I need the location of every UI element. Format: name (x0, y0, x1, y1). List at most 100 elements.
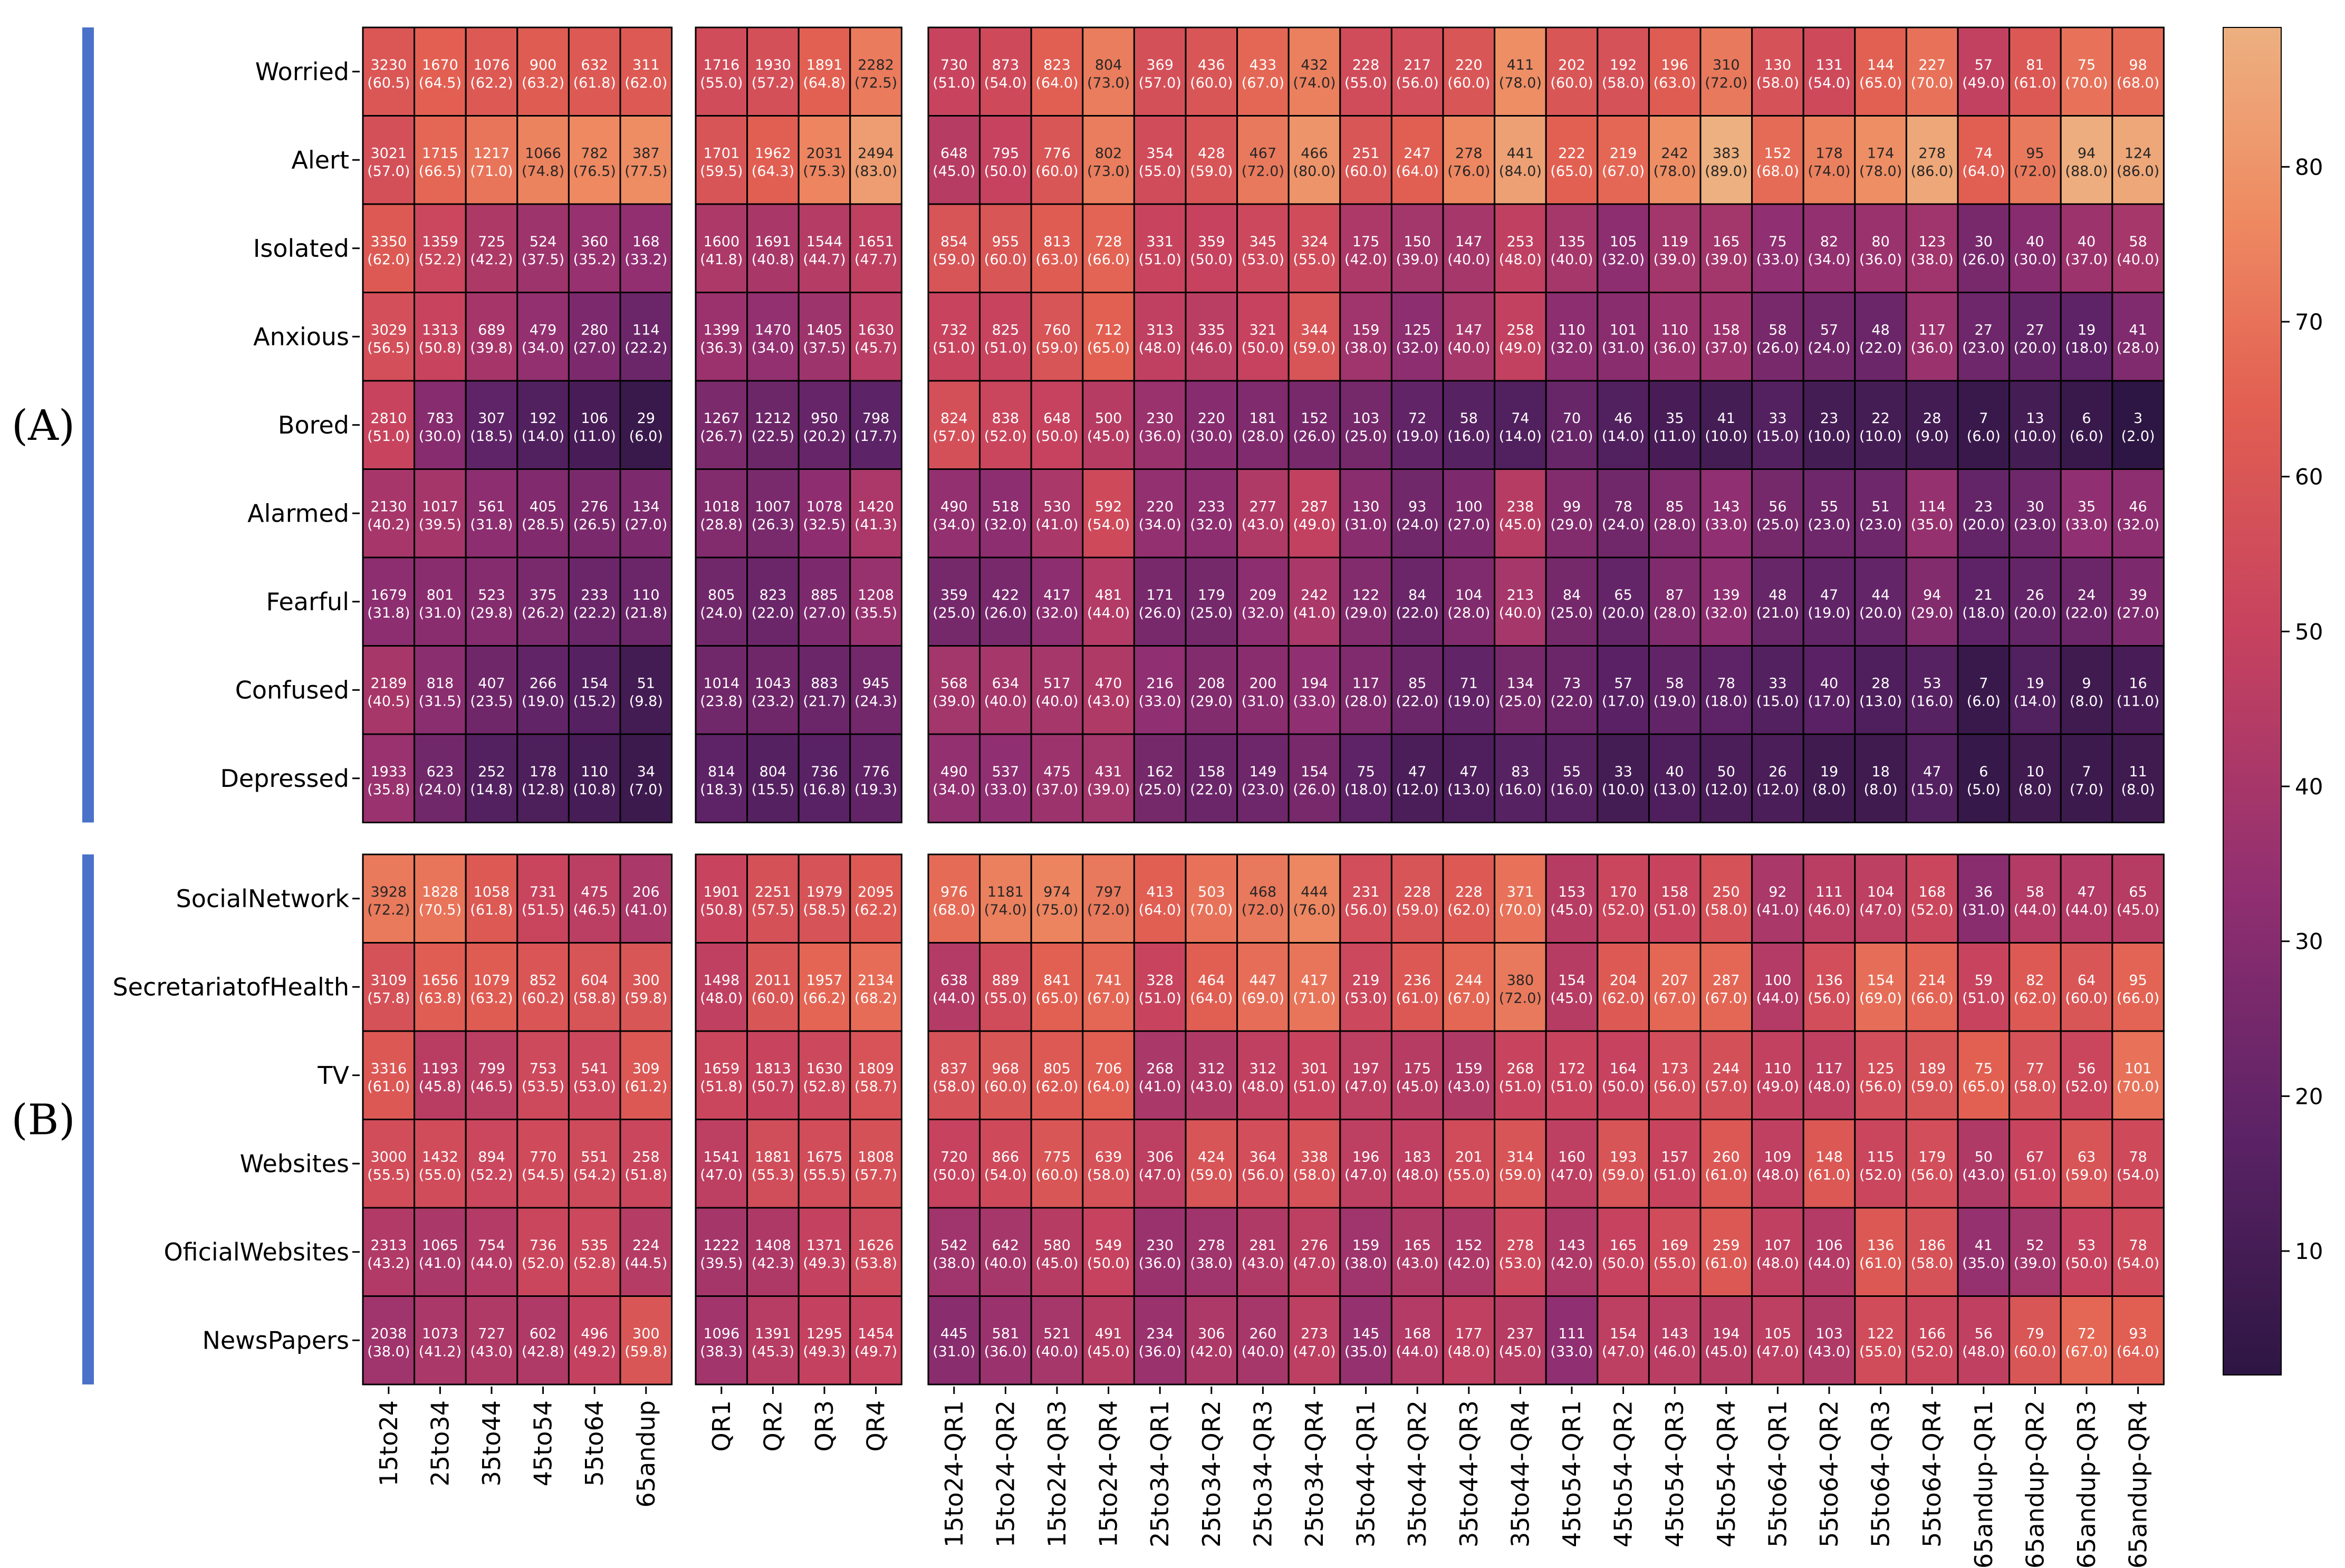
cell-count: 175 (1352, 234, 1380, 250)
cell-count: 369 (1146, 57, 1174, 73)
heatmap-cell: 818(31.5) (414, 645, 467, 735)
cell-pct: (28.0) (1344, 693, 1387, 709)
cell-pct: (57.8) (367, 990, 410, 1006)
heatmap-cell: 94(29.0) (1905, 556, 1959, 647)
cell-pct: (52.0) (2065, 1079, 2108, 1095)
heatmap-cell: 268(51.0) (1494, 1030, 1547, 1120)
cell-pct: (38.3) (700, 1343, 743, 1360)
cell-count: 422 (992, 587, 1020, 603)
cell-count: 1498 (703, 972, 739, 988)
cell-pct: (28.0) (1654, 516, 1696, 533)
cell-pct: (58.0) (1756, 75, 1799, 91)
cell-pct: (43.0) (1190, 1079, 1233, 1095)
cell-rect (1133, 468, 1187, 559)
cell-count: 82 (2026, 972, 2044, 988)
heatmap-cell: 50(12.0) (1699, 733, 1753, 823)
cell-pct: (59.0) (1602, 1167, 1645, 1183)
heatmap-cell: 186(58.0) (1905, 1207, 1959, 1297)
row-label: Alert (292, 146, 350, 174)
column-label: 15to24-QR1 (940, 1400, 968, 1547)
cell-pct: (44.0) (933, 990, 975, 1006)
cell-pct: (23.2) (752, 693, 794, 709)
heatmap-cell: 422 (26.0) (979, 556, 1032, 647)
heatmap-cell: 955(60.0) (979, 203, 1032, 293)
cell-rect (2060, 468, 2113, 559)
cell-pct: (14.0) (2014, 693, 2056, 709)
cell-pct: (40.0) (984, 1255, 1027, 1272)
cell-pct: (36.3) (700, 340, 743, 356)
cell-count: 955 (992, 234, 1020, 250)
cell-count: 159 (1455, 1061, 1483, 1077)
cell-pct: (27.0) (1447, 516, 1490, 533)
cell-pct: (14.8) (470, 782, 513, 798)
cell-rect (414, 556, 467, 647)
cell-pct: (55.0) (1293, 252, 1335, 268)
cell-count: 56 (2078, 1061, 2096, 1077)
cell-rect (797, 26, 851, 117)
cell-rect (465, 292, 518, 382)
cell-pct: (33.2) (624, 252, 667, 268)
cell-rect (1802, 26, 1856, 117)
heatmap-cell: 79(60.0) (2008, 1295, 2062, 1386)
cell-pct: (8.0) (1812, 782, 1846, 798)
cell-rect (1133, 645, 1187, 735)
cell-rect (619, 1207, 673, 1297)
cell-count: 885 (811, 587, 838, 603)
cell-count: 35 (1666, 410, 1684, 427)
cell-count: 77 (2026, 1061, 2044, 1077)
heatmap-cell: 1891(64.8) (797, 26, 851, 117)
heatmap-cell: 306(42.0) (1185, 1295, 1238, 1386)
heatmap-cell: 82(62.0) (2008, 942, 2062, 1032)
cell-count: 234 (1146, 1325, 1174, 1342)
heatmap-cell: 1626(53.8) (849, 1207, 902, 1297)
colorbar-tick-label: 40 (2295, 774, 2323, 800)
row-label: Worried (255, 57, 349, 86)
cell-pct: (70.0) (1190, 902, 1233, 918)
cell-count: 1715 (422, 145, 458, 161)
cell-pct: (40.0) (1447, 252, 1490, 268)
cell-count: 74 (1975, 145, 1993, 161)
heatmap-cell: 159(38.0) (1339, 1207, 1392, 1297)
cell-pct: (51.0) (1499, 1079, 1542, 1095)
cell-pct: (19.0) (1447, 693, 1490, 709)
heatmap-cell: 154(26.0) (1287, 733, 1341, 823)
cell-rect (2060, 645, 2113, 735)
cell-count: 266 (530, 675, 557, 691)
heatmap-cell: 99(29.0) (1545, 468, 1599, 559)
cell-pct: (53.8) (854, 1255, 897, 1272)
heatmap-cell: 441(84.0) (1494, 115, 1547, 205)
cell-pct: (24.0) (700, 605, 743, 621)
cell-pct: (60.0) (752, 990, 794, 1006)
cell-count: 866 (992, 1149, 1020, 1165)
cell-count: 424 (1198, 1149, 1225, 1165)
cell-count: 411 (1507, 57, 1534, 73)
cell-rect (1236, 733, 1290, 823)
cell-pct: (26.0) (984, 605, 1027, 621)
cell-pct: (12.0) (1705, 782, 1747, 798)
cell-pct: (16.0) (1550, 782, 1593, 798)
cell-count: 228 (1455, 884, 1483, 900)
cell-count: 40 (1820, 675, 1838, 691)
cell-pct: (49.3) (803, 1255, 845, 1272)
cell-pct: (56.0) (1242, 1167, 1284, 1183)
cell-rect (1339, 26, 1392, 117)
cell-count: 100 (1455, 498, 1483, 515)
cell-pct: (50.0) (2065, 1255, 2108, 1272)
cell-pct: (53.5) (522, 1079, 564, 1095)
heatmap-cell: 75(33.0) (1751, 203, 1804, 293)
heatmap-cell: 58(44.0) (2008, 853, 2062, 944)
heatmap-cell: 143(42.0) (1545, 1207, 1599, 1297)
cell-pct: (42.2) (470, 252, 513, 268)
cell-count: 107 (1764, 1237, 1792, 1254)
heatmap-cell: 736(16.8) (797, 733, 851, 823)
heatmap-cell: 776(60.0) (1030, 115, 1084, 205)
heatmap-cell: 841(65.0) (1030, 942, 1084, 1032)
cell-rect (927, 1295, 981, 1386)
cell-pct: (58.0) (1705, 902, 1747, 918)
heatmap-cell: 424(59.0) (1185, 1119, 1238, 1209)
heatmap-cell: 41(10.0) (1699, 380, 1753, 470)
cell-rect (1287, 26, 1341, 117)
cell-rect (1287, 380, 1341, 470)
cell-pct: (38.0) (1190, 1255, 1233, 1272)
heatmap-cell: 110(36.0) (1648, 292, 1702, 382)
